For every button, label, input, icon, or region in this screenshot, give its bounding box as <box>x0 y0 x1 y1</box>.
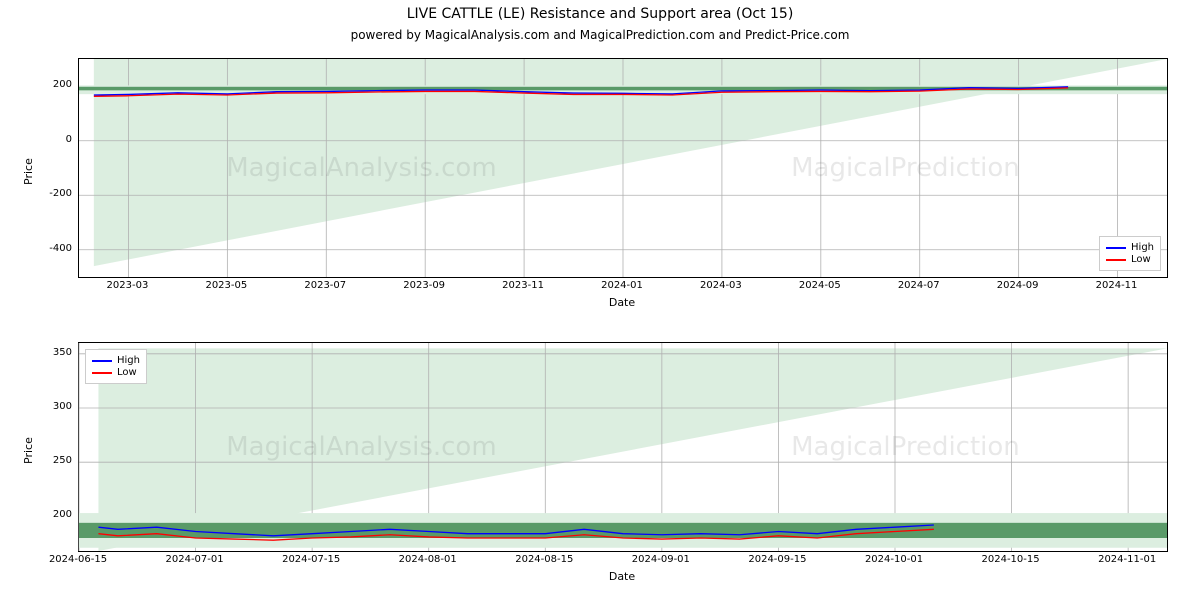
x-tick-label: 2024-09-01 <box>626 554 696 565</box>
x-tick-label: 2024-09-15 <box>742 554 812 565</box>
x-axis-label: Date <box>78 570 1166 583</box>
top-chart: MagicalAnalysis.com MagicalPrediction Hi… <box>78 58 1168 278</box>
x-tick-label: 2024-06-15 <box>43 554 113 565</box>
x-tick-label: 2023-03 <box>92 280 162 291</box>
x-tick-label: 2023-11 <box>488 280 558 291</box>
x-tick-label: 2024-11 <box>1082 280 1152 291</box>
legend-swatch <box>1106 259 1126 261</box>
x-tick-label: 2024-05 <box>785 280 855 291</box>
legend-item: High <box>92 355 140 366</box>
legend: HighLow <box>85 349 147 384</box>
legend-swatch <box>1106 247 1126 249</box>
x-axis-label: Date <box>78 296 1166 309</box>
legend-label: High <box>1131 242 1154 253</box>
x-tick-label: 2024-11-01 <box>1092 554 1162 565</box>
x-tick-label: 2024-03 <box>686 280 756 291</box>
legend-swatch <box>92 360 112 362</box>
y-tick-label: -200 <box>30 188 72 199</box>
bottom-chart-canvas <box>79 343 1167 551</box>
legend-item: High <box>1106 242 1154 253</box>
y-tick-label: 0 <box>30 134 72 145</box>
legend-label: Low <box>117 367 137 378</box>
top-chart-canvas <box>79 59 1167 277</box>
y-tick-label: 200 <box>30 509 72 520</box>
y-tick-label: 350 <box>30 347 72 358</box>
chart-title: LIVE CATTLE (LE) Resistance and Support … <box>0 6 1200 22</box>
x-tick-label: 2024-09 <box>983 280 1053 291</box>
legend-label: Low <box>1131 254 1151 265</box>
x-tick-label: 2023-05 <box>191 280 261 291</box>
legend-item: Low <box>92 367 140 378</box>
x-tick-label: 2024-07-01 <box>160 554 230 565</box>
x-tick-label: 2023-07 <box>290 280 360 291</box>
y-axis-label: Price <box>22 158 35 185</box>
chart-subtitle: powered by MagicalAnalysis.com and Magic… <box>0 28 1200 42</box>
y-tick-label: 200 <box>30 79 72 90</box>
x-tick-label: 2024-10-01 <box>859 554 929 565</box>
legend-item: Low <box>1106 254 1154 265</box>
x-tick-label: 2024-07 <box>884 280 954 291</box>
bottom-chart: MagicalAnalysis.com MagicalPrediction Hi… <box>78 342 1168 552</box>
x-tick-label: 2024-07-15 <box>276 554 346 565</box>
legend-swatch <box>92 372 112 374</box>
x-tick-label: 2024-08-15 <box>509 554 579 565</box>
y-axis-label: Price <box>22 437 35 464</box>
y-tick-label: 300 <box>30 401 72 412</box>
legend: HighLow <box>1099 236 1161 271</box>
y-tick-label: 250 <box>30 455 72 466</box>
legend-label: High <box>117 355 140 366</box>
x-tick-label: 2023-09 <box>389 280 459 291</box>
y-tick-label: -400 <box>30 243 72 254</box>
figure: LIVE CATTLE (LE) Resistance and Support … <box>0 0 1200 600</box>
x-tick-label: 2024-01 <box>587 280 657 291</box>
x-tick-label: 2024-08-01 <box>393 554 463 565</box>
x-tick-label: 2024-10-15 <box>976 554 1046 565</box>
